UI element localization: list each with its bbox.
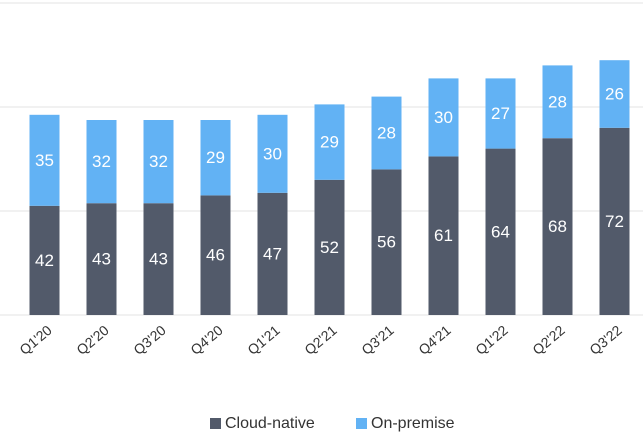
value-label: 26 [605, 84, 624, 103]
value-label: 64 [491, 222, 510, 241]
value-label: 32 [149, 152, 168, 171]
value-label: 29 [206, 148, 225, 167]
bar-segment [485, 78, 516, 149]
bar-segment [257, 114, 288, 193]
bar-segment [200, 120, 231, 196]
bar-segment [542, 65, 573, 139]
x-tick-label: Q2'22 [529, 322, 568, 358]
bar-segment [257, 192, 288, 315]
bar-segment [371, 169, 402, 315]
bar-segment [599, 127, 630, 315]
x-tick-label: Q2'21 [301, 322, 340, 358]
legend-label: On-premise [371, 415, 455, 432]
value-label: 28 [548, 92, 567, 111]
x-tick-label: Q2'20 [73, 322, 112, 358]
value-label: 42 [35, 251, 54, 270]
value-label: 52 [320, 238, 339, 257]
bar-segment [314, 179, 345, 315]
bar-segment [314, 104, 345, 180]
value-label: 68 [548, 217, 567, 236]
value-label: 30 [263, 144, 282, 163]
x-tick-label: Q4'21 [415, 322, 454, 358]
bar-segment [485, 148, 516, 315]
bar-segment [29, 114, 60, 206]
bar-segment [542, 138, 573, 315]
bar-segment [428, 156, 459, 315]
x-tick-label: Q3'20 [130, 322, 169, 358]
value-label: 46 [206, 246, 225, 265]
bar-segment [599, 60, 630, 128]
value-label: 29 [320, 133, 339, 152]
value-label: 28 [377, 123, 396, 142]
bar-segment [143, 203, 174, 315]
legend-swatch [356, 418, 367, 429]
legend-swatch [210, 418, 221, 429]
bar-segment [29, 205, 60, 315]
x-tick-label: Q1'21 [244, 322, 283, 358]
bar-segment [200, 195, 231, 315]
bar-segment [143, 120, 174, 204]
x-tick-label: Q1'22 [472, 322, 511, 358]
x-tick-label: Q1'20 [16, 322, 55, 358]
bar-segment [428, 78, 459, 157]
value-label: 43 [92, 250, 111, 269]
value-label: 43 [149, 250, 168, 269]
value-label: 32 [92, 152, 111, 171]
x-tick-label: Q3'22 [586, 322, 625, 358]
bar-segment [86, 120, 117, 204]
value-label: 61 [434, 226, 453, 245]
legend-label: Cloud-native [225, 415, 315, 432]
value-label: 30 [434, 108, 453, 127]
value-label: 72 [605, 212, 624, 231]
value-label: 35 [35, 151, 54, 170]
bar-segment [371, 96, 402, 170]
x-tick-label: Q4'20 [187, 322, 226, 358]
x-tick-label: Q3'21 [358, 322, 397, 358]
value-label: 47 [263, 244, 282, 263]
bar-segment [86, 203, 117, 315]
value-label: 56 [377, 233, 396, 252]
value-label: 27 [491, 104, 510, 123]
